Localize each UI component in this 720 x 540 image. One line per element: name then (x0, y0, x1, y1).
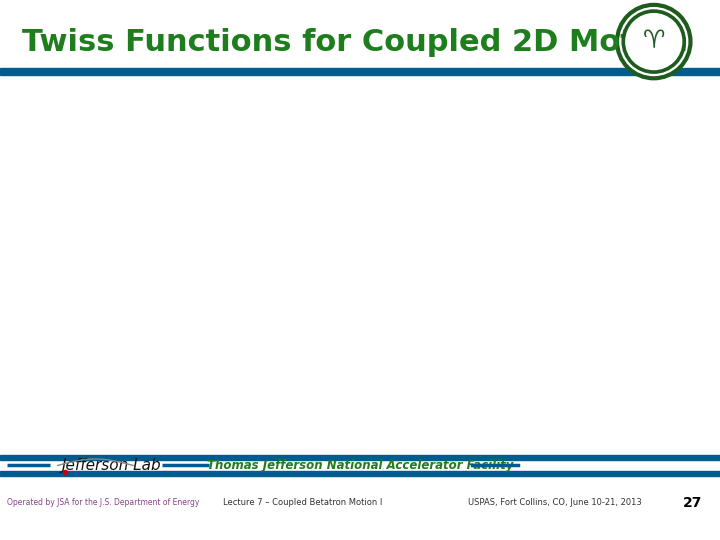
Text: Lecture 7 – Coupled Betatron Motion I: Lecture 7 – Coupled Betatron Motion I (222, 498, 382, 507)
Text: Twiss Functions for Coupled 2D Motion: Twiss Functions for Coupled 2D Motion (22, 28, 688, 57)
Text: Thomas Jefferson National Accelerator Facility: Thomas Jefferson National Accelerator Fa… (207, 459, 513, 472)
Text: Jefferson Lab: Jefferson Lab (62, 458, 161, 473)
Bar (0, 471, 720, 476)
Text: USPAS, Fort Collins, CO, June 10-21, 2013: USPAS, Fort Collins, CO, June 10-21, 201… (468, 498, 642, 507)
Bar (0, 455, 720, 460)
Ellipse shape (617, 5, 690, 78)
Bar (0, 0, 720, 68)
Bar (0, 68, 720, 75)
Ellipse shape (625, 13, 683, 70)
Text: 27: 27 (683, 496, 702, 510)
Text: ♈: ♈ (642, 30, 665, 53)
Text: Operated by JSA for the J.S. Department of Energy: Operated by JSA for the J.S. Department … (7, 498, 199, 507)
Bar (0, 460, 720, 471)
Ellipse shape (621, 9, 686, 74)
